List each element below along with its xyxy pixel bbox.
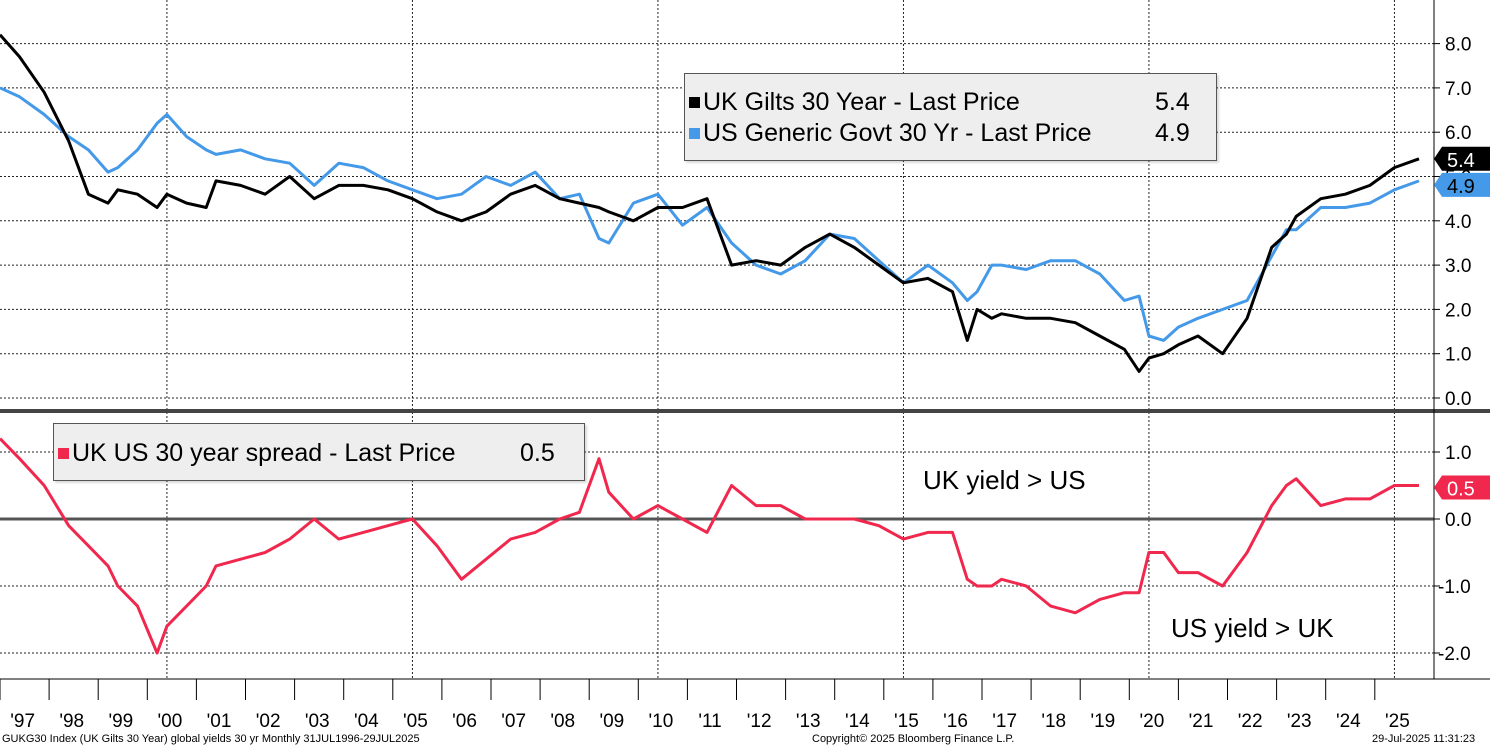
uk-gilts-line	[0, 33, 1420, 373]
x-tick-label: '13	[796, 711, 821, 732]
x-tick-label: '22	[1238, 711, 1263, 732]
x-tick-label: '11	[698, 711, 721, 732]
x-tick-label: '12	[747, 711, 772, 732]
x-tick-label: '20	[1140, 711, 1165, 732]
footer-source: GUKG30 Index (UK Gilts 30 Year) global y…	[2, 733, 420, 745]
legend-label-spread: UK US 30 year spread - Last Price	[72, 439, 456, 467]
x-tick-label: '10	[649, 711, 674, 732]
bottom-y-tick-label: 0.0	[1445, 510, 1471, 531]
us-govt-last-tag-bg	[1434, 172, 1490, 197]
top-y-tick-label: 0.0	[1445, 389, 1471, 410]
uk-gilts-last-tag: 5.4	[1434, 146, 1490, 172]
bottom-legend: UK US 30 year spread - Last Price 0.5	[53, 423, 585, 481]
legend-label-us-govt: US Generic Govt 30 Yr - Last Price	[703, 119, 1092, 147]
spread-line	[0, 437, 1419, 655]
bottom-y-tick-label: -2.0	[1438, 644, 1471, 665]
annotation-uk-above: UK yield > US	[923, 465, 1086, 495]
spread-last-tag: 0.5	[1434, 475, 1490, 501]
top-y-tick-label: 8.0	[1445, 35, 1471, 56]
x-tick-label: '24	[1336, 711, 1361, 732]
legend-item-us-govt: US Generic Govt 30 Yr - Last Price 4.9	[685, 118, 1216, 149]
x-tick-label: '07	[501, 711, 526, 732]
legend-label-uk-gilts: UK Gilts 30 Year - Last Price	[703, 88, 1020, 116]
x-tick-label: '08	[550, 711, 575, 732]
x-tick-label: '06	[452, 711, 477, 732]
uk-gilts-swatch	[689, 97, 700, 108]
x-tick-label: '19	[1090, 711, 1115, 732]
x-tick-label: '15	[894, 711, 919, 732]
x-tick-label: '03	[305, 711, 330, 732]
uk-gilts-last-tag-bg	[1434, 146, 1490, 171]
top-y-tick-label: 1.0	[1445, 345, 1471, 366]
top-y-tick-label: 7.0	[1445, 79, 1471, 100]
x-tick-label: '05	[403, 711, 428, 732]
us-govt-last-tag-text: 4.9	[1447, 176, 1475, 198]
x-tick-label: '17	[992, 711, 1017, 732]
top-y-tick-label: 6.0	[1445, 123, 1471, 144]
x-tick-label: '25	[1385, 711, 1410, 732]
legend-item-uk-gilts: UK Gilts 30 Year - Last Price 5.4	[685, 87, 1216, 118]
x-tick-label: '14	[845, 711, 870, 732]
x-tick-label: '23	[1287, 711, 1312, 732]
x-tick-label: '16	[943, 711, 968, 732]
uk-gilts-last-tag-text: 5.4	[1447, 150, 1475, 172]
legend-item-spread: UK US 30 year spread - Last Price 0.5	[54, 438, 584, 469]
top-y-tick-label: 4.0	[1445, 212, 1471, 233]
x-tick-label: '97	[10, 711, 35, 732]
us-govt-swatch	[689, 128, 700, 139]
bottom-y-tick-label: -1.0	[1438, 577, 1471, 598]
us-govt-last-tag: 4.9	[1434, 172, 1490, 198]
x-tick-label: '02	[256, 711, 281, 732]
x-tick-label: '21	[1189, 711, 1214, 732]
series-lines	[0, 33, 1420, 655]
legend-value-spread: 0.5	[520, 439, 555, 467]
footer-timestamp: 29-Jul-2025 11:31:23	[1372, 733, 1476, 745]
top-legend: UK Gilts 30 Year - Last Price 5.4 US Gen…	[684, 73, 1217, 161]
footer-copyright: Copyright© 2025 Bloomberg Finance L.P.	[812, 733, 1015, 745]
top-y-tick-label: 2.0	[1445, 300, 1471, 321]
x-tick-label: '99	[108, 711, 133, 732]
legend-value-us-govt: 4.9	[1155, 119, 1190, 147]
x-tick-label: '98	[59, 711, 84, 732]
us-govt-line	[0, 86, 1420, 342]
spread-last-tag-bg	[1434, 475, 1490, 500]
spread-last-tag-text: 0.5	[1447, 479, 1475, 501]
bottom-y-tick-label: 1.0	[1445, 443, 1471, 464]
x-tick-label: '09	[599, 711, 624, 732]
axes: 8.07.06.05.04.03.02.01.00.01.00.0-1.0-2.…	[0, 0, 1490, 732]
x-tick-label: '00	[158, 711, 183, 732]
x-tick-label: '01	[207, 711, 232, 732]
annotation-us-above: US yield > UK	[1171, 613, 1334, 643]
x-tick-label: '18	[1041, 711, 1066, 732]
legend-value-uk-gilts: 5.4	[1155, 88, 1190, 116]
top-y-tick-label: 3.0	[1445, 256, 1471, 277]
x-tick-label: '04	[354, 711, 379, 732]
spread-swatch	[58, 448, 69, 459]
last-price-labels: 5.4 4.9 0.5	[1434, 146, 1490, 501]
